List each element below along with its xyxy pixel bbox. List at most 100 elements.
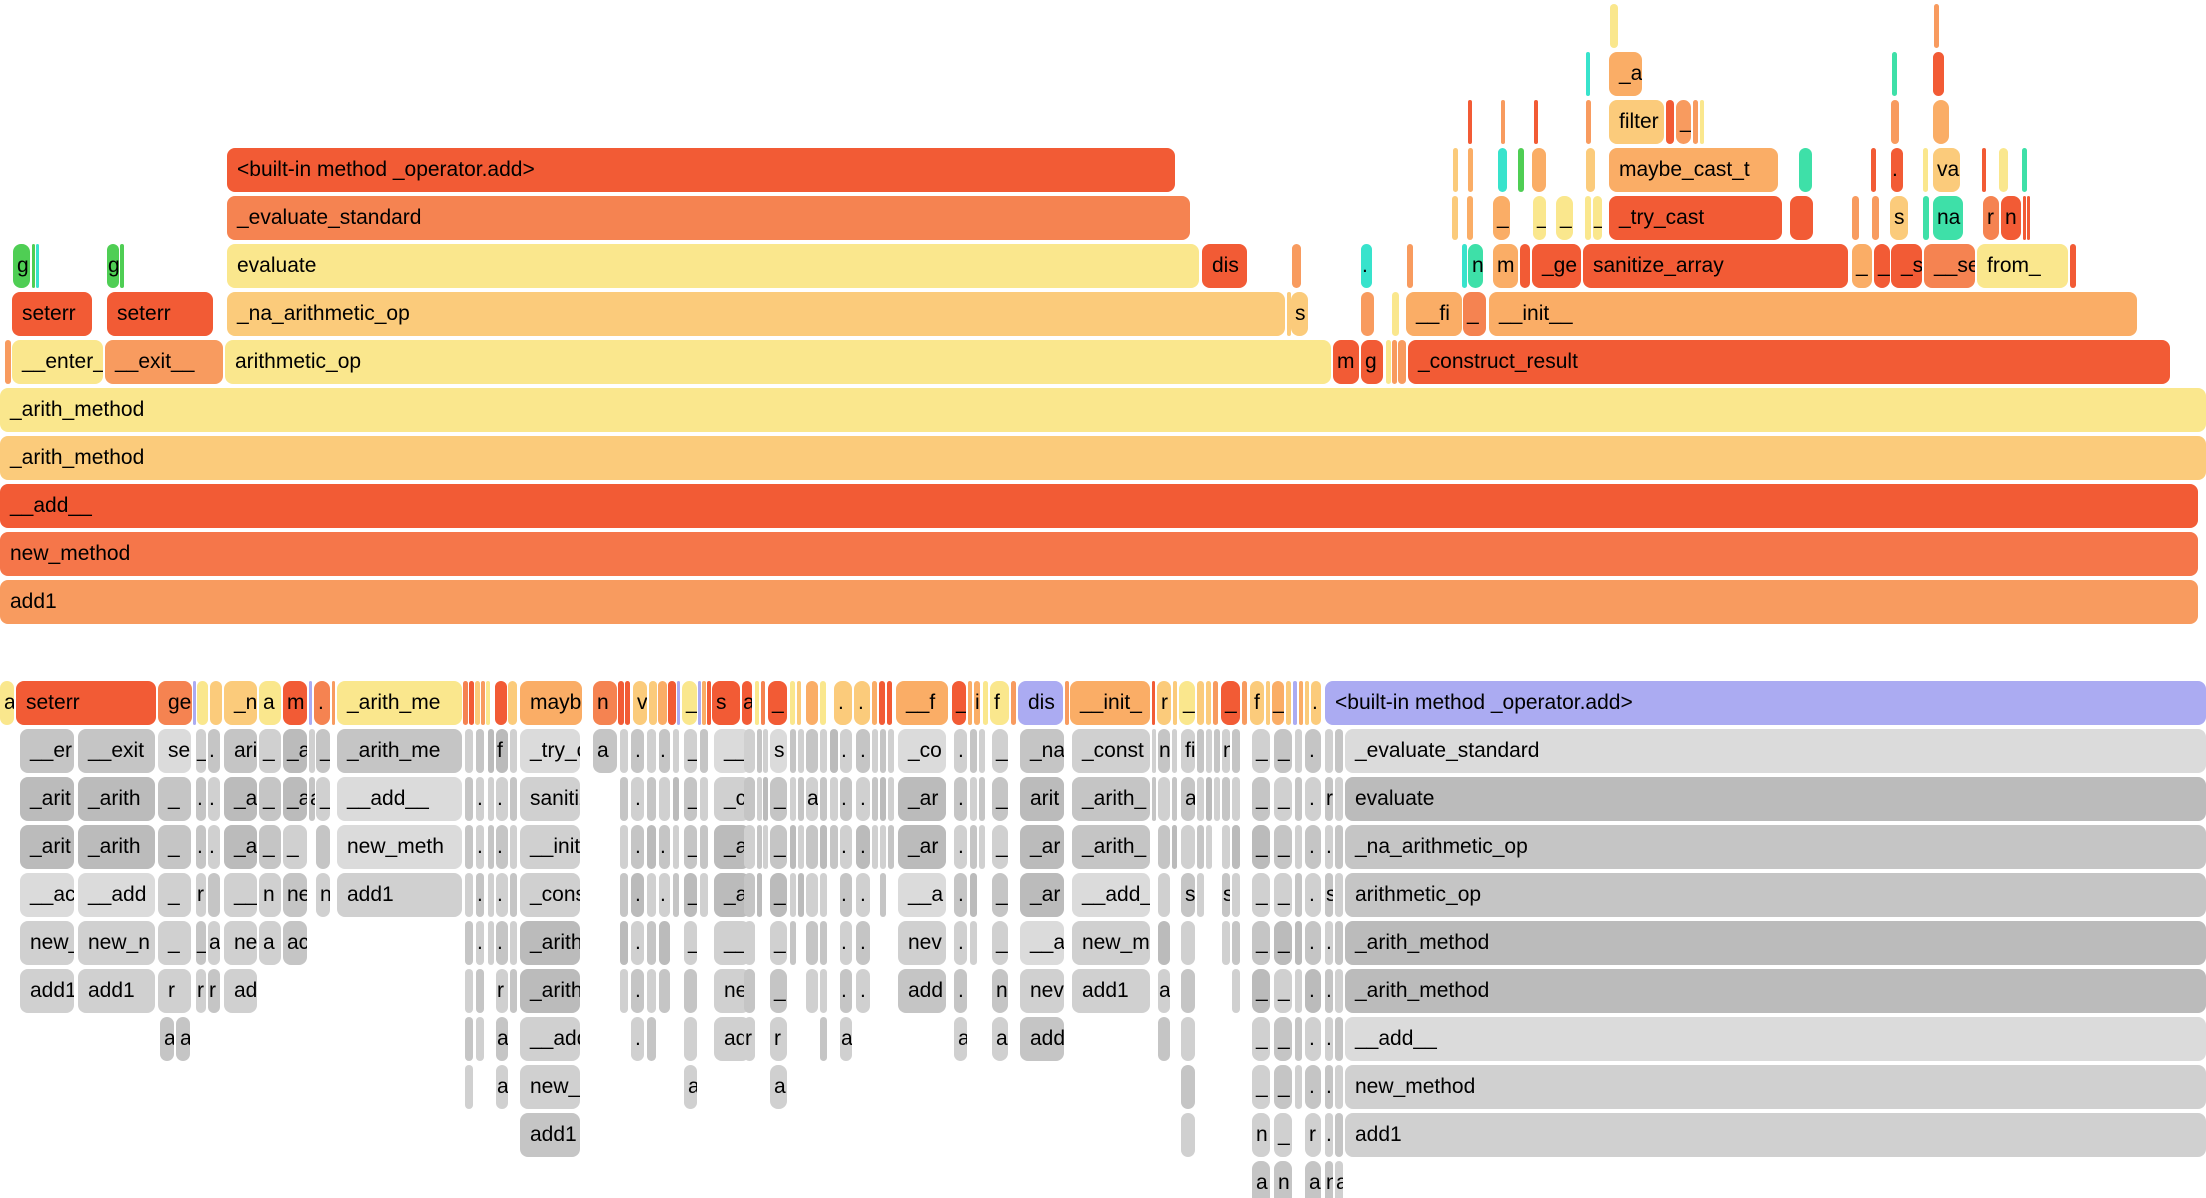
caller-cell-new-r[interactable]: new_r xyxy=(520,1065,580,1109)
caller-cell-frame[interactable]: _ xyxy=(1274,1065,1292,1109)
frame-frame[interactable] xyxy=(1585,196,1591,240)
caller-cell-frame[interactable] xyxy=(1197,777,1204,821)
frame-frame[interactable] xyxy=(1501,100,1505,144)
caller-header-built-in-method-operator-add[interactable]: <built-in method _operator.add> xyxy=(1325,681,2206,725)
caller-header-frame[interactable] xyxy=(887,681,892,725)
caller-cell-frame[interactable]: _ xyxy=(316,729,330,773)
caller-header-frame[interactable]: _ xyxy=(1179,681,1195,725)
frame-enter[interactable]: __enter__ xyxy=(12,340,103,384)
frame-frame[interactable] xyxy=(1518,148,1524,192)
caller-cell-frame[interactable] xyxy=(1295,969,1302,1013)
caller-header-frame[interactable]: . xyxy=(314,681,330,725)
caller-cell-frame[interactable] xyxy=(1232,873,1240,917)
caller-cell-frame[interactable]: . xyxy=(840,873,852,917)
caller-cell-frame[interactable] xyxy=(700,825,708,869)
caller-cell-ac[interactable]: ac xyxy=(283,921,307,965)
frame-frame[interactable] xyxy=(1852,196,1859,240)
caller-cell-se[interactable]: se xyxy=(158,729,191,773)
caller-cell-frame[interactable] xyxy=(1335,825,1343,869)
caller-cell-add1[interactable]: add1 xyxy=(20,969,74,1013)
caller-cell-frame[interactable]: . xyxy=(856,873,870,917)
caller-cell-frame[interactable] xyxy=(1232,969,1240,1013)
frame-maybe-cast-t[interactable]: maybe_cast_t xyxy=(1609,148,1778,192)
caller-cell-frame[interactable] xyxy=(744,825,755,869)
frame-from[interactable]: from_ xyxy=(1977,244,2068,288)
frame-n[interactable]: n xyxy=(1468,244,1483,288)
caller-cell-frame[interactable] xyxy=(763,825,768,869)
frame-n[interactable]: n xyxy=(2001,196,2021,240)
caller-header-frame[interactable] xyxy=(698,681,701,725)
frame-frame[interactable] xyxy=(1666,100,1674,144)
caller-cell-a[interactable]: _a xyxy=(224,825,257,869)
caller-cell-co[interactable]: _co xyxy=(898,729,946,773)
caller-cell-frame[interactable] xyxy=(465,1065,473,1109)
caller-cell-frame[interactable]: _ xyxy=(1252,1065,1270,1109)
frame-m[interactable]: m xyxy=(1333,340,1359,384)
caller-cell-frame[interactable] xyxy=(647,873,656,917)
caller-header-a[interactable]: a xyxy=(259,681,281,725)
caller-cell-frame[interactable] xyxy=(757,825,762,869)
caller-header-frame[interactable] xyxy=(658,681,667,725)
caller-cell-frame[interactable] xyxy=(757,729,762,773)
caller-cell-ar[interactable]: _ar xyxy=(898,825,946,869)
caller-cell-frame[interactable]: _ xyxy=(1252,1017,1270,1061)
caller-cell-add[interactable]: __add__ xyxy=(337,777,462,821)
caller-cell-n[interactable]: n xyxy=(1158,729,1170,773)
caller-cell-frame[interactable] xyxy=(476,729,484,773)
caller-cell-arith[interactable]: _arith xyxy=(520,921,580,965)
caller-cell-frame[interactable]: . xyxy=(631,1017,644,1061)
caller-cell-n[interactable]: n xyxy=(259,873,281,917)
caller-cell-frame[interactable]: . xyxy=(476,825,484,869)
frame-frame[interactable] xyxy=(1586,100,1591,144)
caller-cell-frame[interactable]: . xyxy=(631,921,644,965)
caller-cell-frame[interactable]: _ xyxy=(770,969,787,1013)
caller-cell-n[interactable]: n xyxy=(1274,1161,1292,1198)
caller-cell-frame[interactable] xyxy=(510,729,517,773)
caller-header-dis[interactable]: dis xyxy=(1018,681,1063,725)
caller-cell-frame[interactable]: _ xyxy=(684,777,697,821)
caller-header-v[interactable]: v xyxy=(633,681,647,725)
caller-cell-frame[interactable] xyxy=(1335,969,1343,1013)
frame-frame[interactable] xyxy=(1386,340,1391,384)
frame-frame[interactable] xyxy=(1292,244,1301,288)
caller-cell-frame[interactable] xyxy=(979,825,985,869)
caller-cell-frame[interactable]: . xyxy=(840,729,852,773)
caller-header-frame[interactable] xyxy=(210,681,222,725)
caller-cell-exit[interactable]: __exit xyxy=(78,729,155,773)
caller-cell-frame[interactable] xyxy=(880,729,886,773)
caller-cell-frame[interactable]: . xyxy=(1305,729,1321,773)
caller-cell-frame[interactable]: . xyxy=(476,921,484,965)
frame-frame[interactable]: _ xyxy=(1493,196,1510,240)
frame-frame[interactable]: _ xyxy=(1593,196,1602,240)
frame-frame[interactable] xyxy=(1934,4,1939,48)
caller-cell-add[interactable]: add xyxy=(898,969,946,1013)
caller-cell-a[interactable]: a xyxy=(160,1017,174,1061)
caller-header-frame[interactable] xyxy=(707,681,711,725)
caller-cell-a[interactable]: a xyxy=(954,1017,967,1061)
caller-cell-frame[interactable]: . xyxy=(196,777,206,821)
caller-cell-frame[interactable]: _ xyxy=(684,729,697,773)
caller-cell-frame[interactable] xyxy=(757,777,762,821)
caller-cell-frame[interactable]: _ xyxy=(992,729,1008,773)
caller-cell-frame[interactable] xyxy=(806,729,818,773)
caller-cell-frame[interactable]: . xyxy=(208,825,220,869)
caller-cell-frame[interactable] xyxy=(684,969,697,1013)
caller-cell-frame[interactable] xyxy=(1232,825,1240,869)
frame-add[interactable]: __add__ xyxy=(0,484,2198,528)
caller-cell-frame[interactable]: . xyxy=(1325,921,1333,965)
caller-cell-frame[interactable]: _ xyxy=(770,921,787,965)
caller-cell-a[interactable]: a xyxy=(992,1017,1008,1061)
caller-header-frame[interactable] xyxy=(872,681,877,725)
caller-cell-frame[interactable] xyxy=(806,921,818,965)
caller-cell-frame[interactable] xyxy=(806,969,818,1013)
caller-header-frame[interactable]: _ xyxy=(682,681,697,725)
frame-frame[interactable]: _ xyxy=(1676,100,1691,144)
caller-cell-er[interactable]: __er xyxy=(20,729,74,773)
caller-cell-frame[interactable]: . xyxy=(496,921,508,965)
caller-cell-frame[interactable] xyxy=(659,777,670,821)
caller-cell-frame[interactable] xyxy=(1197,873,1204,917)
frame-r[interactable]: r xyxy=(1983,196,1999,240)
caller-cell-frame[interactable] xyxy=(465,729,473,773)
caller-cell-frame[interactable] xyxy=(888,825,894,869)
caller-cell-n[interactable]: n xyxy=(992,969,1008,1013)
